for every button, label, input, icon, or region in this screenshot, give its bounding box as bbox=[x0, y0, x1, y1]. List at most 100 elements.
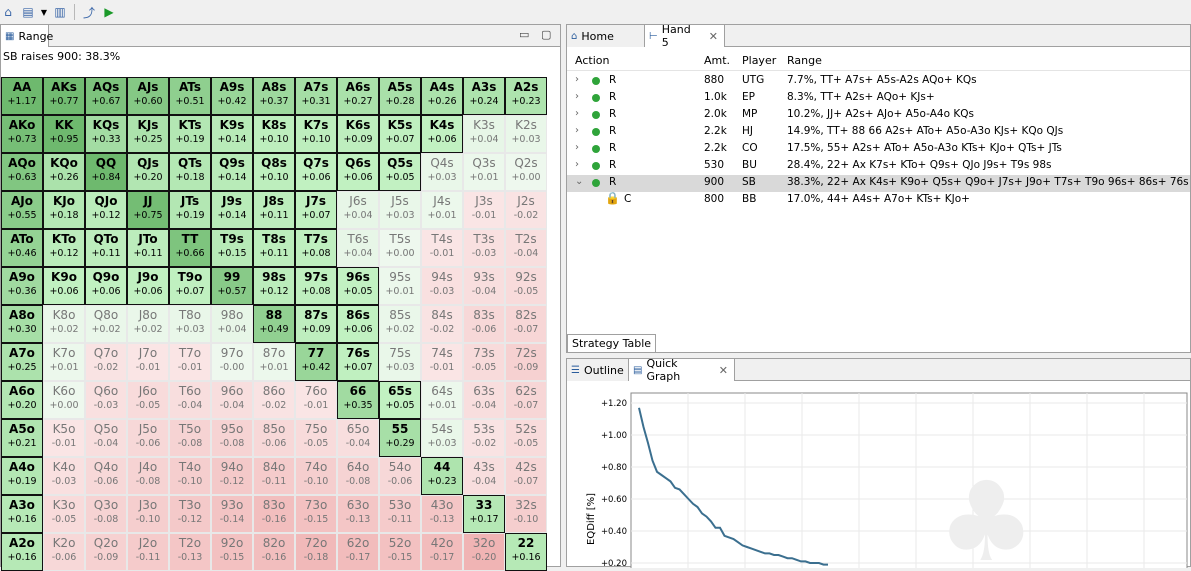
maximize-icon[interactable]: ▢ bbox=[541, 28, 552, 41]
range-cell-32s[interactable]: 32s -0.10 bbox=[505, 495, 547, 533]
range-cell-43s[interactable]: 43s -0.04 bbox=[463, 457, 505, 495]
range-cell-A5o[interactable]: A5o +0.21 bbox=[1, 419, 43, 457]
range-cell-Q9o[interactable]: Q9o +0.06 bbox=[85, 267, 127, 305]
range-cell-J4s[interactable]: J4s +0.01 bbox=[421, 191, 463, 229]
range-cell-93o[interactable]: 93o -0.14 bbox=[211, 495, 253, 533]
range-cell-74s[interactable]: 74s -0.01 bbox=[421, 343, 463, 381]
range-cell-A2s[interactable]: A2s +0.23 bbox=[505, 77, 547, 115]
header-amt[interactable]: Amt. bbox=[704, 54, 731, 67]
hand-row[interactable]: › R 530 BU 28.4%, 22+ Ax K7s+ KTo+ Q9s+ QJo … bbox=[567, 158, 1190, 175]
range-cell-62s[interactable]: 62s -0.07 bbox=[505, 381, 547, 419]
range-cell-A7o[interactable]: A7o +0.25 bbox=[1, 343, 43, 381]
hand-row[interactable]: › R 2.2k CO 17.5%, 55+ A2s+ ATo+ A5o-A3o KTs… bbox=[567, 141, 1190, 158]
range-cell-JJ[interactable]: JJ +0.75 bbox=[127, 191, 169, 229]
range-cell-86s[interactable]: 86s +0.06 bbox=[337, 305, 379, 343]
range-cell-T5o[interactable]: T5o -0.08 bbox=[169, 419, 211, 457]
range-cell-72o[interactable]: 72o -0.18 bbox=[295, 533, 337, 571]
hand-row[interactable]: › R 880 UTG 7.7%, TT+ A7s+ A5s-A2s AQo+ KQs bbox=[567, 73, 1190, 90]
range-cell-74o[interactable]: 74o -0.10 bbox=[295, 457, 337, 495]
dropdown-icon[interactable]: ▼ bbox=[40, 7, 48, 17]
range-cell-Q5s[interactable]: Q5s +0.05 bbox=[379, 153, 421, 191]
range-cell-A9o[interactable]: A9o +0.36 bbox=[1, 267, 43, 305]
range-cell-73o[interactable]: 73o -0.15 bbox=[295, 495, 337, 533]
range-cell-64s[interactable]: 64s +0.01 bbox=[421, 381, 463, 419]
header-range[interactable]: Range bbox=[787, 54, 822, 67]
range-cell-QJs[interactable]: QJs +0.20 bbox=[127, 153, 169, 191]
tab-hand5[interactable]: ⊢ Hand 5 ✕ bbox=[645, 23, 725, 49]
range-cell-Q5o[interactable]: Q5o -0.04 bbox=[85, 419, 127, 457]
range-cell-K3s[interactable]: K3s +0.04 bbox=[463, 115, 505, 153]
range-cell-A6s[interactable]: A6s +0.27 bbox=[337, 77, 379, 115]
range-cell-T4s[interactable]: T4s -0.01 bbox=[421, 229, 463, 267]
range-cell-JTo[interactable]: JTo +0.11 bbox=[127, 229, 169, 267]
new-icon[interactable]: ▤ bbox=[22, 5, 34, 19]
range-cell-J6o[interactable]: J6o -0.05 bbox=[127, 381, 169, 419]
range-cell-QJo[interactable]: QJo +0.12 bbox=[85, 191, 127, 229]
range-cell-72s[interactable]: 72s -0.09 bbox=[505, 343, 547, 381]
range-cell-KK[interactable]: KK +0.95 bbox=[43, 115, 85, 153]
range-cell-A2o[interactable]: A2o +0.16 bbox=[1, 533, 43, 571]
range-cell-Q3o[interactable]: Q3o -0.08 bbox=[85, 495, 127, 533]
range-cell-KJs[interactable]: KJs +0.25 bbox=[127, 115, 169, 153]
range-cell-J2o[interactable]: J2o -0.11 bbox=[127, 533, 169, 571]
range-cell-A3o[interactable]: A3o +0.16 bbox=[1, 495, 43, 533]
range-cell-T8o[interactable]: T8o +0.03 bbox=[169, 305, 211, 343]
range-cell-Q4s[interactable]: Q4s +0.03 bbox=[421, 153, 463, 191]
range-cell-T4o[interactable]: T4o -0.10 bbox=[169, 457, 211, 495]
range-cell-A7s[interactable]: A7s +0.31 bbox=[295, 77, 337, 115]
range-cell-J3s[interactable]: J3s -0.01 bbox=[463, 191, 505, 229]
chevron-right-icon[interactable]: › bbox=[575, 142, 579, 153]
range-cell-Q2o[interactable]: Q2o -0.09 bbox=[85, 533, 127, 571]
range-cell-Q6s[interactable]: Q6s +0.06 bbox=[337, 153, 379, 191]
range-cell-K8s[interactable]: K8s +0.10 bbox=[253, 115, 295, 153]
range-cell-94s[interactable]: 94s -0.03 bbox=[421, 267, 463, 305]
range-cell-T2o[interactable]: T2o -0.13 bbox=[169, 533, 211, 571]
range-cell-A4s[interactable]: A4s +0.26 bbox=[421, 77, 463, 115]
range-cell-63o[interactable]: 63o -0.13 bbox=[337, 495, 379, 533]
range-cell-98o[interactable]: 98o +0.04 bbox=[211, 305, 253, 343]
range-cell-T7s[interactable]: T7s +0.08 bbox=[295, 229, 337, 267]
range-cell-85o[interactable]: 85o -0.06 bbox=[253, 419, 295, 457]
range-cell-T3o[interactable]: T3o -0.12 bbox=[169, 495, 211, 533]
range-cell-53o[interactable]: 53o -0.11 bbox=[379, 495, 421, 533]
export-icon[interactable]: ⤴ bbox=[82, 5, 95, 20]
range-cell-82s[interactable]: 82s -0.07 bbox=[505, 305, 547, 343]
range-cell-95s[interactable]: 95s +0.01 bbox=[379, 267, 421, 305]
range-cell-KQo[interactable]: KQo +0.26 bbox=[43, 153, 85, 191]
range-cell-J9s[interactable]: J9s +0.14 bbox=[211, 191, 253, 229]
chevron-right-icon[interactable]: › bbox=[575, 159, 579, 170]
range-cell-T7o[interactable]: T7o -0.01 bbox=[169, 343, 211, 381]
range-cell-75s[interactable]: 75s +0.03 bbox=[379, 343, 421, 381]
range-cell-A8o[interactable]: A8o +0.30 bbox=[1, 305, 43, 343]
range-cell-55[interactable]: 55 +0.29 bbox=[379, 419, 421, 457]
hand-row[interactable]: › R 2.0k MP 10.2%, JJ+ A2s+ AJo+ A5o-A4o KQs bbox=[567, 107, 1190, 124]
range-cell-Q6o[interactable]: Q6o -0.03 bbox=[85, 381, 127, 419]
hand-row[interactable]: › R 1.0k EP 8.3%, TT+ A2s+ AQo+ KJs+ bbox=[567, 90, 1190, 107]
range-cell-QQ[interactable]: QQ +0.84 bbox=[85, 153, 127, 191]
range-cell-83o[interactable]: 83o -0.16 bbox=[253, 495, 295, 533]
range-cell-T9s[interactable]: T9s +0.15 bbox=[211, 229, 253, 267]
range-cell-J5s[interactable]: J5s +0.03 bbox=[379, 191, 421, 229]
range-cell-92s[interactable]: 92s -0.05 bbox=[505, 267, 547, 305]
range-cell-A9s[interactable]: A9s +0.42 bbox=[211, 77, 253, 115]
range-cell-76o[interactable]: 76o -0.01 bbox=[295, 381, 337, 419]
range-cell-ATo[interactable]: ATo +0.46 bbox=[1, 229, 43, 267]
hand-row[interactable]: › R 2.2k HJ 14.9%, TT+ 88 66 A2s+ ATo+ A5o-A… bbox=[567, 124, 1190, 141]
range-cell-83s[interactable]: 83s -0.06 bbox=[463, 305, 505, 343]
close-icon[interactable]: ✕ bbox=[718, 363, 728, 377]
range-cell-73s[interactable]: 73s -0.05 bbox=[463, 343, 505, 381]
range-cell-84s[interactable]: 84s -0.02 bbox=[421, 305, 463, 343]
chevron-right-icon[interactable]: › bbox=[575, 108, 579, 119]
range-cell-87s[interactable]: 87s +0.09 bbox=[295, 305, 337, 343]
range-cell-TT[interactable]: TT +0.66 bbox=[169, 229, 211, 267]
range-cell-QTo[interactable]: QTo +0.11 bbox=[85, 229, 127, 267]
range-cell-K7s[interactable]: K7s +0.10 bbox=[295, 115, 337, 153]
range-cell-32o[interactable]: 32o -0.20 bbox=[463, 533, 505, 571]
range-cell-96s[interactable]: 96s +0.05 bbox=[337, 267, 379, 305]
range-cell-84o[interactable]: 84o -0.11 bbox=[253, 457, 295, 495]
chevron-right-icon[interactable]: › bbox=[575, 74, 579, 85]
range-cell-T6s[interactable]: T6s +0.04 bbox=[337, 229, 379, 267]
range-cell-33[interactable]: 33 +0.17 bbox=[463, 495, 505, 533]
chevron-down-icon[interactable]: ⌄ bbox=[575, 176, 584, 187]
chevron-right-icon[interactable]: › bbox=[575, 91, 579, 102]
